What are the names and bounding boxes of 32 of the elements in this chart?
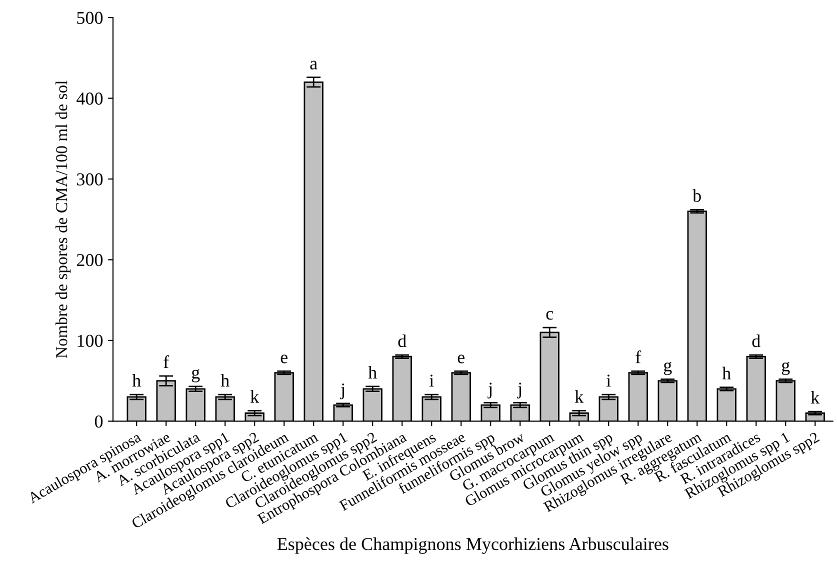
y-tick-label: 400 (76, 92, 103, 105)
annotation: d (398, 334, 406, 348)
annotation: h (132, 374, 141, 387)
annotation: h (722, 366, 731, 380)
annotation: e (458, 354, 464, 364)
y-tick-label: 300 (77, 173, 103, 186)
annotation: i (429, 374, 434, 387)
annotation: k (574, 390, 584, 403)
annotation: f (636, 350, 642, 364)
y-axis-title: Nombre de spores de CMA/100 ml de sol (56, 80, 71, 358)
annotation: g (782, 362, 790, 376)
annotation: d (752, 334, 760, 348)
annotation: b (692, 189, 701, 202)
annotation: h (220, 374, 230, 387)
annotation: k (250, 390, 260, 403)
annotation: i (606, 374, 611, 387)
annotation: f (164, 355, 170, 368)
y-tick-label: 0 (94, 415, 103, 428)
x-axis-title: Espèces de Champignons Mycorhiziens Arbusculaires (277, 537, 668, 554)
y-tick-label: 200 (76, 254, 103, 266)
annotation: k (810, 390, 820, 404)
annotation: h (368, 366, 377, 378)
annotation: g (664, 362, 672, 376)
annotation: e (280, 354, 288, 364)
y-tick-label: 100 (78, 334, 103, 347)
annotation: j (488, 382, 492, 398)
annotation: a (310, 60, 318, 70)
annotation: j (340, 383, 344, 400)
annotation: j (517, 382, 522, 398)
annotation: c (546, 311, 554, 320)
y-tick-label: 500 (77, 12, 103, 24)
annotation: g (192, 369, 200, 382)
